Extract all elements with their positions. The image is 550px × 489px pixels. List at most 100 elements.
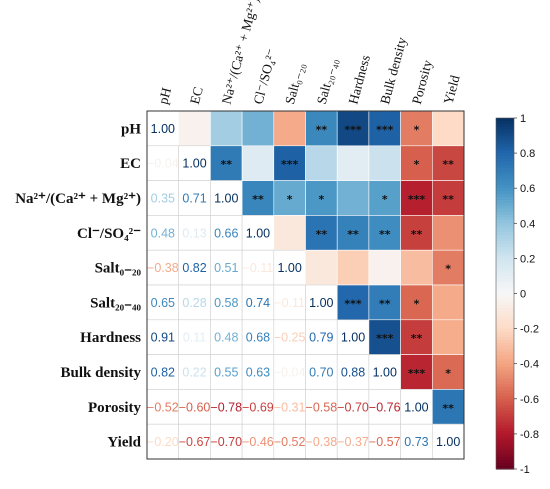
colorbar-segment [496, 299, 514, 303]
correlation-value-label: 0.71 [182, 192, 206, 206]
colorbar-segment [496, 331, 514, 336]
correlation-value-label: −0.52 [147, 400, 179, 414]
correlation-value-label: 0.22 [182, 366, 206, 380]
significance-stars: *** [281, 158, 299, 171]
correlation-value-label: 0.66 [214, 226, 238, 240]
colorbar-segment [496, 150, 514, 154]
colorbar-segment [496, 214, 514, 219]
colorbar-segment [496, 325, 514, 330]
heatmap-cell-lower [273, 423, 306, 460]
heatmap-cell-upper [368, 249, 401, 286]
colorbar-segment [496, 126, 514, 131]
colorbar-segment [496, 144, 514, 148]
heatmap-cell-lower [146, 249, 180, 286]
colorbar-segment [496, 205, 514, 210]
correlation-value-label: 0.48 [214, 331, 238, 345]
colorbar-segment [496, 372, 514, 376]
colorbar-segment [496, 313, 514, 318]
colorbar-segment [496, 422, 514, 426]
row-label: Yield [107, 435, 141, 451]
correlation-value-label: 0.65 [151, 296, 175, 310]
significance-stars: *** [376, 123, 394, 136]
heatmap-cell-lower [368, 354, 401, 390]
colorbar-segment [496, 413, 514, 417]
colorbar-segment [496, 430, 514, 435]
colorbar-segment [496, 284, 514, 289]
column-label: Cl⁻/SO₄²⁻ [250, 47, 279, 106]
colorbar-segment [496, 261, 514, 265]
heatmap-cell-upper [273, 215, 306, 251]
colorbar-segment [496, 235, 514, 239]
colorbar-segment [496, 161, 514, 166]
colorbar-segment [496, 308, 514, 312]
colorbar-segment [496, 366, 514, 371]
heatmap-cell-lower [178, 319, 211, 355]
colorbar-segment [496, 194, 514, 198]
colorbar-segment [496, 202, 514, 207]
colorbar-tick-label: -0.6 [520, 394, 539, 406]
colorbar-segment [496, 442, 514, 447]
colorbar-segment [496, 147, 514, 151]
significance-stars: *** [344, 123, 362, 136]
heatmap-cell-upper [336, 145, 370, 181]
colorbar-segment [496, 158, 514, 163]
colorbar-segment [496, 290, 514, 295]
correlation-value-label: −0.11 [243, 261, 274, 275]
colorbar-segment [496, 293, 514, 298]
colorbar-segment [496, 270, 514, 274]
correlation-value-label: 0.73 [404, 435, 428, 449]
heatmap-cell-upper [431, 389, 465, 425]
colorbar-segment [496, 223, 514, 227]
colorbar-segment [496, 316, 514, 321]
heatmap-cell-lower [305, 389, 338, 425]
row-label: Cl⁻/SO₄²⁻ [77, 226, 141, 242]
heatmap-cell-lower [400, 423, 433, 460]
colorbar-segment [496, 255, 514, 259]
heatmap-cell-upper [368, 319, 401, 355]
heatmap-cell-upper [431, 319, 465, 355]
colorbar-segment [496, 463, 514, 467]
significance-stars: *** [344, 297, 362, 310]
correlation-value-label: 0.63 [246, 366, 270, 380]
significance-stars: * [318, 193, 324, 206]
correlation-value-label: −0.70 [337, 400, 369, 414]
colorbar-segment [496, 220, 514, 224]
heatmap-cell-lower [146, 110, 180, 147]
row-label: pH [121, 121, 141, 137]
heatmap-cell-upper [305, 249, 338, 286]
heatmap-cell-upper [400, 319, 433, 355]
correlation-value-label: 0.28 [182, 296, 206, 310]
correlation-value-label: −0.46 [242, 435, 274, 449]
significance-stars: ** [411, 332, 423, 345]
correlation-value-label: 0.51 [214, 261, 238, 275]
significance-stars: ** [442, 402, 454, 415]
significance-stars: * [287, 193, 293, 206]
heatmap-cell-lower [178, 249, 211, 286]
heatmap-cell-lower [210, 389, 243, 425]
colorbar-segment [496, 199, 514, 204]
colorbar-segment [496, 343, 514, 347]
heatmap-cell-lower [241, 319, 275, 355]
correlation-value-label: −0.38 [147, 261, 179, 275]
significance-stars: ** [316, 123, 328, 136]
colorbar-segment [496, 173, 514, 178]
colorbar-tick-label: -0.4 [520, 359, 539, 371]
heatmap-cell-lower [273, 389, 306, 425]
heatmap-cells: 1.00 ** *** *** *−0.04 1.00 ** *** * **0.35 0.71 1.… [146, 110, 465, 460]
colorbar-segment [496, 352, 514, 356]
heatmap-cell-upper [305, 145, 338, 181]
heatmap-cell-upper [241, 180, 275, 216]
correlation-value-label: −0.38 [306, 435, 338, 449]
colorbar-segment [496, 229, 514, 233]
colorbar-segment [496, 454, 514, 458]
colorbar-segment [496, 135, 514, 140]
colorbar-segment [496, 264, 514, 268]
correlation-value-label: 0.13 [182, 226, 206, 240]
correlation-value-label: −0.78 [210, 400, 242, 414]
colorbar-segment [496, 258, 514, 262]
correlation-value-label: 0.48 [151, 226, 175, 240]
heatmap-cell-upper [400, 249, 433, 286]
correlation-value-label: −0.76 [369, 400, 401, 414]
colorbar-segment [496, 237, 514, 242]
colorbar-segment [496, 240, 514, 245]
